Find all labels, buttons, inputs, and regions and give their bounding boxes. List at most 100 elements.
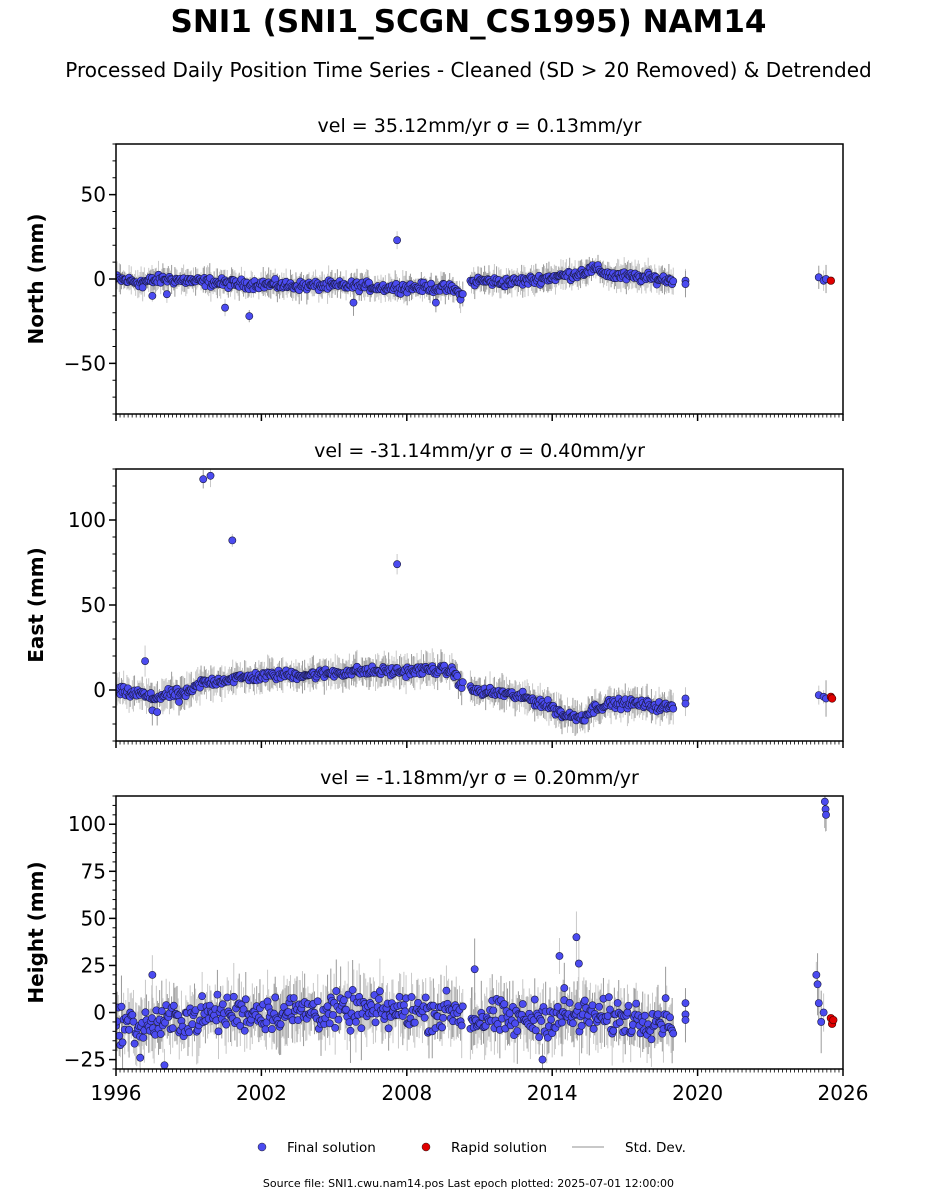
final-point	[574, 959, 583, 968]
final-point	[669, 1029, 678, 1038]
final-point	[340, 996, 348, 1004]
final-point	[470, 965, 479, 974]
final-point	[357, 1024, 366, 1033]
x-tick-label: 2026	[818, 1081, 869, 1105]
final-point	[136, 1053, 145, 1062]
final-point	[148, 1014, 156, 1023]
final-point	[130, 1039, 139, 1048]
final-point	[313, 997, 322, 1006]
final-point	[198, 992, 207, 1001]
final-point	[148, 291, 157, 300]
panel-east: vel = -31.14mm/yr σ = 0.40mm/yr 0 50 100 Eas…	[24, 440, 844, 748]
final-point	[511, 1019, 520, 1028]
final-point	[603, 1012, 612, 1020]
final-point	[431, 298, 440, 307]
final-point	[574, 1002, 583, 1010]
panel-height: vel = -1.18mm/yr σ = 0.20mm/yr −25 0 25 50 75…	[24, 767, 868, 1105]
final-point	[276, 1020, 285, 1029]
y-axis-label: Height (mm)	[24, 861, 48, 1003]
final-point	[640, 1011, 649, 1020]
final-point	[393, 236, 402, 245]
legend-marker	[257, 1142, 267, 1152]
final-point	[457, 1021, 466, 1030]
final-point	[332, 987, 341, 995]
final-point	[407, 993, 416, 1001]
final-point	[820, 797, 829, 806]
final-point	[148, 970, 157, 979]
final-point	[666, 1013, 674, 1022]
final-point	[538, 1055, 547, 1064]
final-point	[531, 1026, 540, 1035]
final-point	[442, 986, 451, 995]
panel-title: vel = -31.14mm/yr σ = 0.40mm/yr	[314, 440, 645, 462]
final-point	[500, 1000, 509, 1008]
final-point	[348, 986, 357, 994]
final-point	[222, 1020, 231, 1029]
final-point	[118, 1038, 127, 1047]
legend-label: Std. Dev.	[625, 1140, 686, 1156]
final-point	[681, 699, 690, 708]
final-point	[129, 1017, 138, 1026]
final-point	[214, 1027, 223, 1036]
final-point	[623, 1008, 632, 1017]
final-point	[560, 984, 569, 992]
panel-north: vel = 35.12mm/yr σ = 0.13mm/yr −50 0 50 Nort…	[24, 115, 844, 421]
final-point	[160, 1061, 169, 1069]
final-point	[323, 1002, 332, 1011]
final-point	[393, 560, 402, 569]
final-point	[812, 970, 821, 979]
final-point	[329, 1011, 337, 1019]
final-point	[334, 1015, 343, 1024]
final-point	[128, 1010, 137, 1019]
data-layer	[116, 231, 835, 323]
final-point	[331, 1024, 340, 1032]
final-point	[609, 1026, 618, 1035]
final-point	[420, 1013, 429, 1022]
final-point	[261, 1025, 270, 1034]
final-point	[681, 1016, 690, 1024]
final-point	[374, 995, 383, 1003]
final-point	[569, 1019, 577, 1028]
y-tick-label: 25	[81, 953, 106, 977]
y-tick-label: 100	[68, 812, 106, 836]
final-point	[245, 312, 254, 321]
final-point	[595, 1002, 603, 1011]
final-point	[289, 994, 298, 1002]
final-point	[376, 987, 384, 996]
x-tick-label: 2014	[527, 1081, 578, 1105]
final-point	[458, 290, 467, 298]
y-tick-label: 50	[81, 593, 106, 617]
final-point	[325, 1019, 334, 1028]
final-point	[547, 1015, 556, 1024]
final-point	[453, 672, 462, 680]
final-point	[421, 993, 430, 1002]
x-tick-label: 2020	[672, 1081, 723, 1105]
final-point	[558, 1018, 566, 1027]
rapid-point	[827, 694, 837, 703]
final-point	[401, 1007, 409, 1016]
final-point	[157, 1007, 166, 1015]
final-point	[352, 1018, 360, 1026]
final-point	[669, 704, 678, 713]
final-point	[168, 1024, 177, 1033]
final-point	[395, 993, 404, 1001]
final-point	[627, 1027, 636, 1035]
y-tick-label: −50	[64, 351, 106, 375]
final-point	[681, 280, 690, 288]
final-point	[505, 1009, 514, 1018]
final-point	[458, 1002, 467, 1011]
final-point	[624, 1001, 633, 1010]
final-point	[814, 999, 823, 1008]
final-point	[669, 277, 678, 286]
final-point	[221, 303, 229, 312]
final-point	[606, 1005, 614, 1014]
final-point	[174, 1011, 183, 1020]
final-point	[229, 992, 238, 1001]
x-tick-label: 1996	[91, 1081, 142, 1105]
final-point	[513, 1027, 522, 1035]
final-point	[241, 995, 250, 1004]
source-note: Source file: SNI1.cwu.nam14.pos Last epo…	[262, 1177, 675, 1190]
panel-title: vel = -1.18mm/yr σ = 0.20mm/yr	[320, 767, 639, 789]
final-point	[489, 1006, 498, 1015]
final-point	[819, 1008, 828, 1017]
